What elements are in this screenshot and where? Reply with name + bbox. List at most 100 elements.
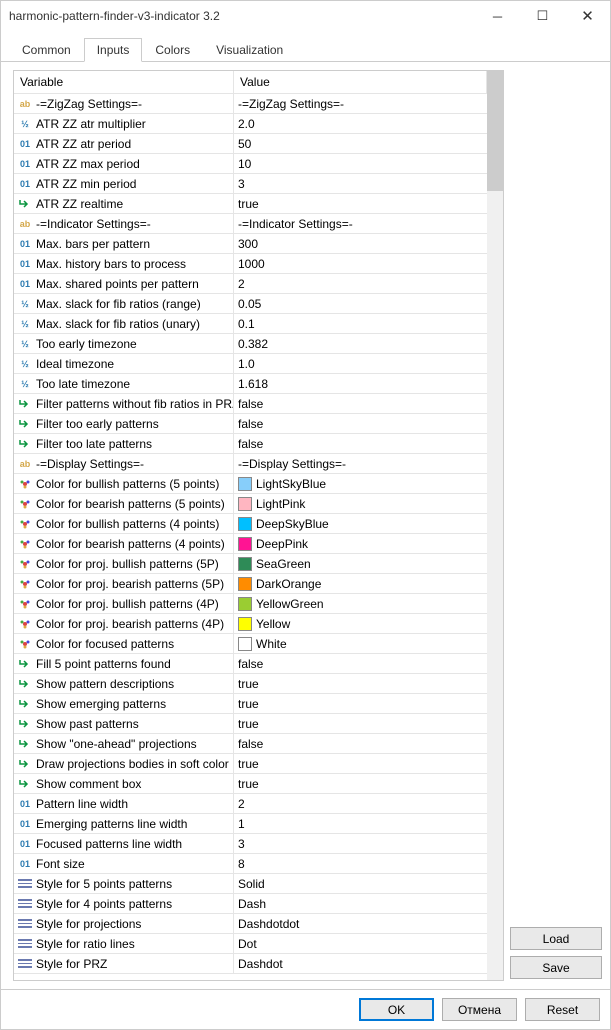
cell-value[interactable]: 1.0 xyxy=(234,354,487,373)
cell-value[interactable]: true xyxy=(234,694,487,713)
table-row[interactable]: Filter patterns without fib ratios in PR… xyxy=(14,394,487,414)
table-row[interactable]: Color for focused patternsWhite xyxy=(14,634,487,654)
cell-value[interactable]: 1000 xyxy=(234,254,487,273)
table-row[interactable]: ½ATR ZZ atr multiplier2.0 xyxy=(14,114,487,134)
tab-inputs[interactable]: Inputs xyxy=(84,38,143,62)
cell-value[interactable]: 1 xyxy=(234,814,487,833)
cell-value[interactable]: -=Display Settings=- xyxy=(234,454,487,473)
cell-value[interactable]: true xyxy=(234,194,487,213)
table-row[interactable]: Style for projectionsDashdotdot xyxy=(14,914,487,934)
table-row[interactable]: Color for bullish patterns (5 points)Lig… xyxy=(14,474,487,494)
cell-value[interactable]: 8 xyxy=(234,854,487,873)
table-row[interactable]: Style for ratio linesDot xyxy=(14,934,487,954)
table-row[interactable]: Color for bullish patterns (4 points)Dee… xyxy=(14,514,487,534)
cell-value[interactable]: true xyxy=(234,774,487,793)
minimize-button[interactable]: ─ xyxy=(475,1,520,31)
table-row[interactable]: 01ATR ZZ max period10 xyxy=(14,154,487,174)
table-row[interactable]: 01Emerging patterns line width1 xyxy=(14,814,487,834)
column-header-value[interactable]: Value xyxy=(234,71,487,93)
table-row[interactable]: Filter too late patternsfalse xyxy=(14,434,487,454)
cell-value[interactable]: Dashdotdot xyxy=(234,914,487,933)
table-row[interactable]: Show emerging patternstrue xyxy=(14,694,487,714)
save-button[interactable]: Save xyxy=(510,956,602,979)
cell-value[interactable]: DeepPink xyxy=(234,534,487,553)
table-row[interactable]: 01Max. bars per pattern300 xyxy=(14,234,487,254)
cell-value[interactable]: Dash xyxy=(234,894,487,913)
table-row[interactable]: 01Max. history bars to process1000 xyxy=(14,254,487,274)
load-button[interactable]: Load xyxy=(510,927,602,950)
table-row[interactable]: 01ATR ZZ atr period50 xyxy=(14,134,487,154)
column-header-variable[interactable]: Variable xyxy=(14,71,234,93)
cell-value[interactable]: DeepSkyBlue xyxy=(234,514,487,533)
table-row[interactable]: Color for proj. bearish patterns (4P)Yel… xyxy=(14,614,487,634)
cell-value[interactable]: true xyxy=(234,754,487,773)
cell-value[interactable]: 0.05 xyxy=(234,294,487,313)
cell-value[interactable]: 2 xyxy=(234,274,487,293)
cell-value[interactable]: 1.618 xyxy=(234,374,487,393)
cell-value[interactable]: -=Indicator Settings=- xyxy=(234,214,487,233)
cell-value[interactable]: 0.1 xyxy=(234,314,487,333)
table-row[interactable]: ½Too late timezone1.618 xyxy=(14,374,487,394)
cell-value[interactable]: false xyxy=(234,394,487,413)
cancel-button[interactable]: Отмена xyxy=(442,998,517,1021)
reset-button[interactable]: Reset xyxy=(525,998,600,1021)
cell-value[interactable]: 3 xyxy=(234,174,487,193)
table-row[interactable]: Style for 4 points patternsDash xyxy=(14,894,487,914)
ok-button[interactable]: OK xyxy=(359,998,434,1021)
cell-value[interactable]: false xyxy=(234,414,487,433)
table-row[interactable]: Style for PRZDashdot xyxy=(14,954,487,974)
cell-value[interactable]: false xyxy=(234,734,487,753)
cell-value[interactable]: 3 xyxy=(234,834,487,853)
tab-colors[interactable]: Colors xyxy=(142,38,203,62)
cell-value[interactable]: SeaGreen xyxy=(234,554,487,573)
cell-value[interactable]: 0.382 xyxy=(234,334,487,353)
table-row[interactable]: ab-=Indicator Settings=--=Indicator Sett… xyxy=(14,214,487,234)
table-row[interactable]: Fill 5 point patterns foundfalse xyxy=(14,654,487,674)
table-row[interactable]: ½Ideal timezone1.0 xyxy=(14,354,487,374)
cell-value[interactable]: -=ZigZag Settings=- xyxy=(234,94,487,113)
table-row[interactable]: ab-=Display Settings=--=Display Settings… xyxy=(14,454,487,474)
table-row[interactable]: Filter too early patternsfalse xyxy=(14,414,487,434)
cell-value[interactable]: true xyxy=(234,674,487,693)
table-row[interactable]: ½Max. slack for fib ratios (range)0.05 xyxy=(14,294,487,314)
table-row[interactable]: 01Focused patterns line width3 xyxy=(14,834,487,854)
scrollbar[interactable] xyxy=(487,71,503,980)
table-row[interactable]: ½Too early timezone0.382 xyxy=(14,334,487,354)
table-row[interactable]: 01Max. shared points per pattern2 xyxy=(14,274,487,294)
table-row[interactable]: Style for 5 points patternsSolid xyxy=(14,874,487,894)
close-button[interactable]: ✕ xyxy=(565,1,610,31)
maximize-button[interactable]: ☐ xyxy=(520,1,565,31)
cell-value[interactable]: false xyxy=(234,434,487,453)
cell-value[interactable]: 50 xyxy=(234,134,487,153)
cell-value[interactable]: 2 xyxy=(234,794,487,813)
table-row[interactable]: Show pattern descriptionstrue xyxy=(14,674,487,694)
cell-value[interactable]: false xyxy=(234,654,487,673)
cell-value[interactable]: Dot xyxy=(234,934,487,953)
table-row[interactable]: 01ATR ZZ min period3 xyxy=(14,174,487,194)
table-row[interactable]: Color for proj. bearish patterns (5P)Dar… xyxy=(14,574,487,594)
tab-visualization[interactable]: Visualization xyxy=(203,38,296,62)
cell-value[interactable]: true xyxy=(234,714,487,733)
cell-value[interactable]: Dashdot xyxy=(234,954,487,973)
cell-value[interactable]: 10 xyxy=(234,154,487,173)
table-row[interactable]: Color for proj. bullish patterns (4P)Yel… xyxy=(14,594,487,614)
tab-common[interactable]: Common xyxy=(9,38,84,62)
table-row[interactable]: Draw projections bodies in soft colortru… xyxy=(14,754,487,774)
table-row[interactable]: Show comment boxtrue xyxy=(14,774,487,794)
cell-value[interactable]: Yellow xyxy=(234,614,487,633)
table-row[interactable]: 01Pattern line width2 xyxy=(14,794,487,814)
table-row[interactable]: ab-=ZigZag Settings=--=ZigZag Settings=- xyxy=(14,94,487,114)
table-row[interactable]: Show past patternstrue xyxy=(14,714,487,734)
cell-value[interactable]: LightSkyBlue xyxy=(234,474,487,493)
table-row[interactable]: ATR ZZ realtimetrue xyxy=(14,194,487,214)
cell-value[interactable]: DarkOrange xyxy=(234,574,487,593)
cell-value[interactable]: YellowGreen xyxy=(234,594,487,613)
cell-value[interactable]: LightPink xyxy=(234,494,487,513)
table-row[interactable]: Color for bearish patterns (4 points)Dee… xyxy=(14,534,487,554)
cell-value[interactable]: Solid xyxy=(234,874,487,893)
scroll-thumb[interactable] xyxy=(487,71,503,191)
cell-value[interactable]: White xyxy=(234,634,487,653)
table-row[interactable]: Color for bearish patterns (5 points)Lig… xyxy=(14,494,487,514)
table-row[interactable]: Show "one-ahead" projectionsfalse xyxy=(14,734,487,754)
cell-value[interactable]: 300 xyxy=(234,234,487,253)
